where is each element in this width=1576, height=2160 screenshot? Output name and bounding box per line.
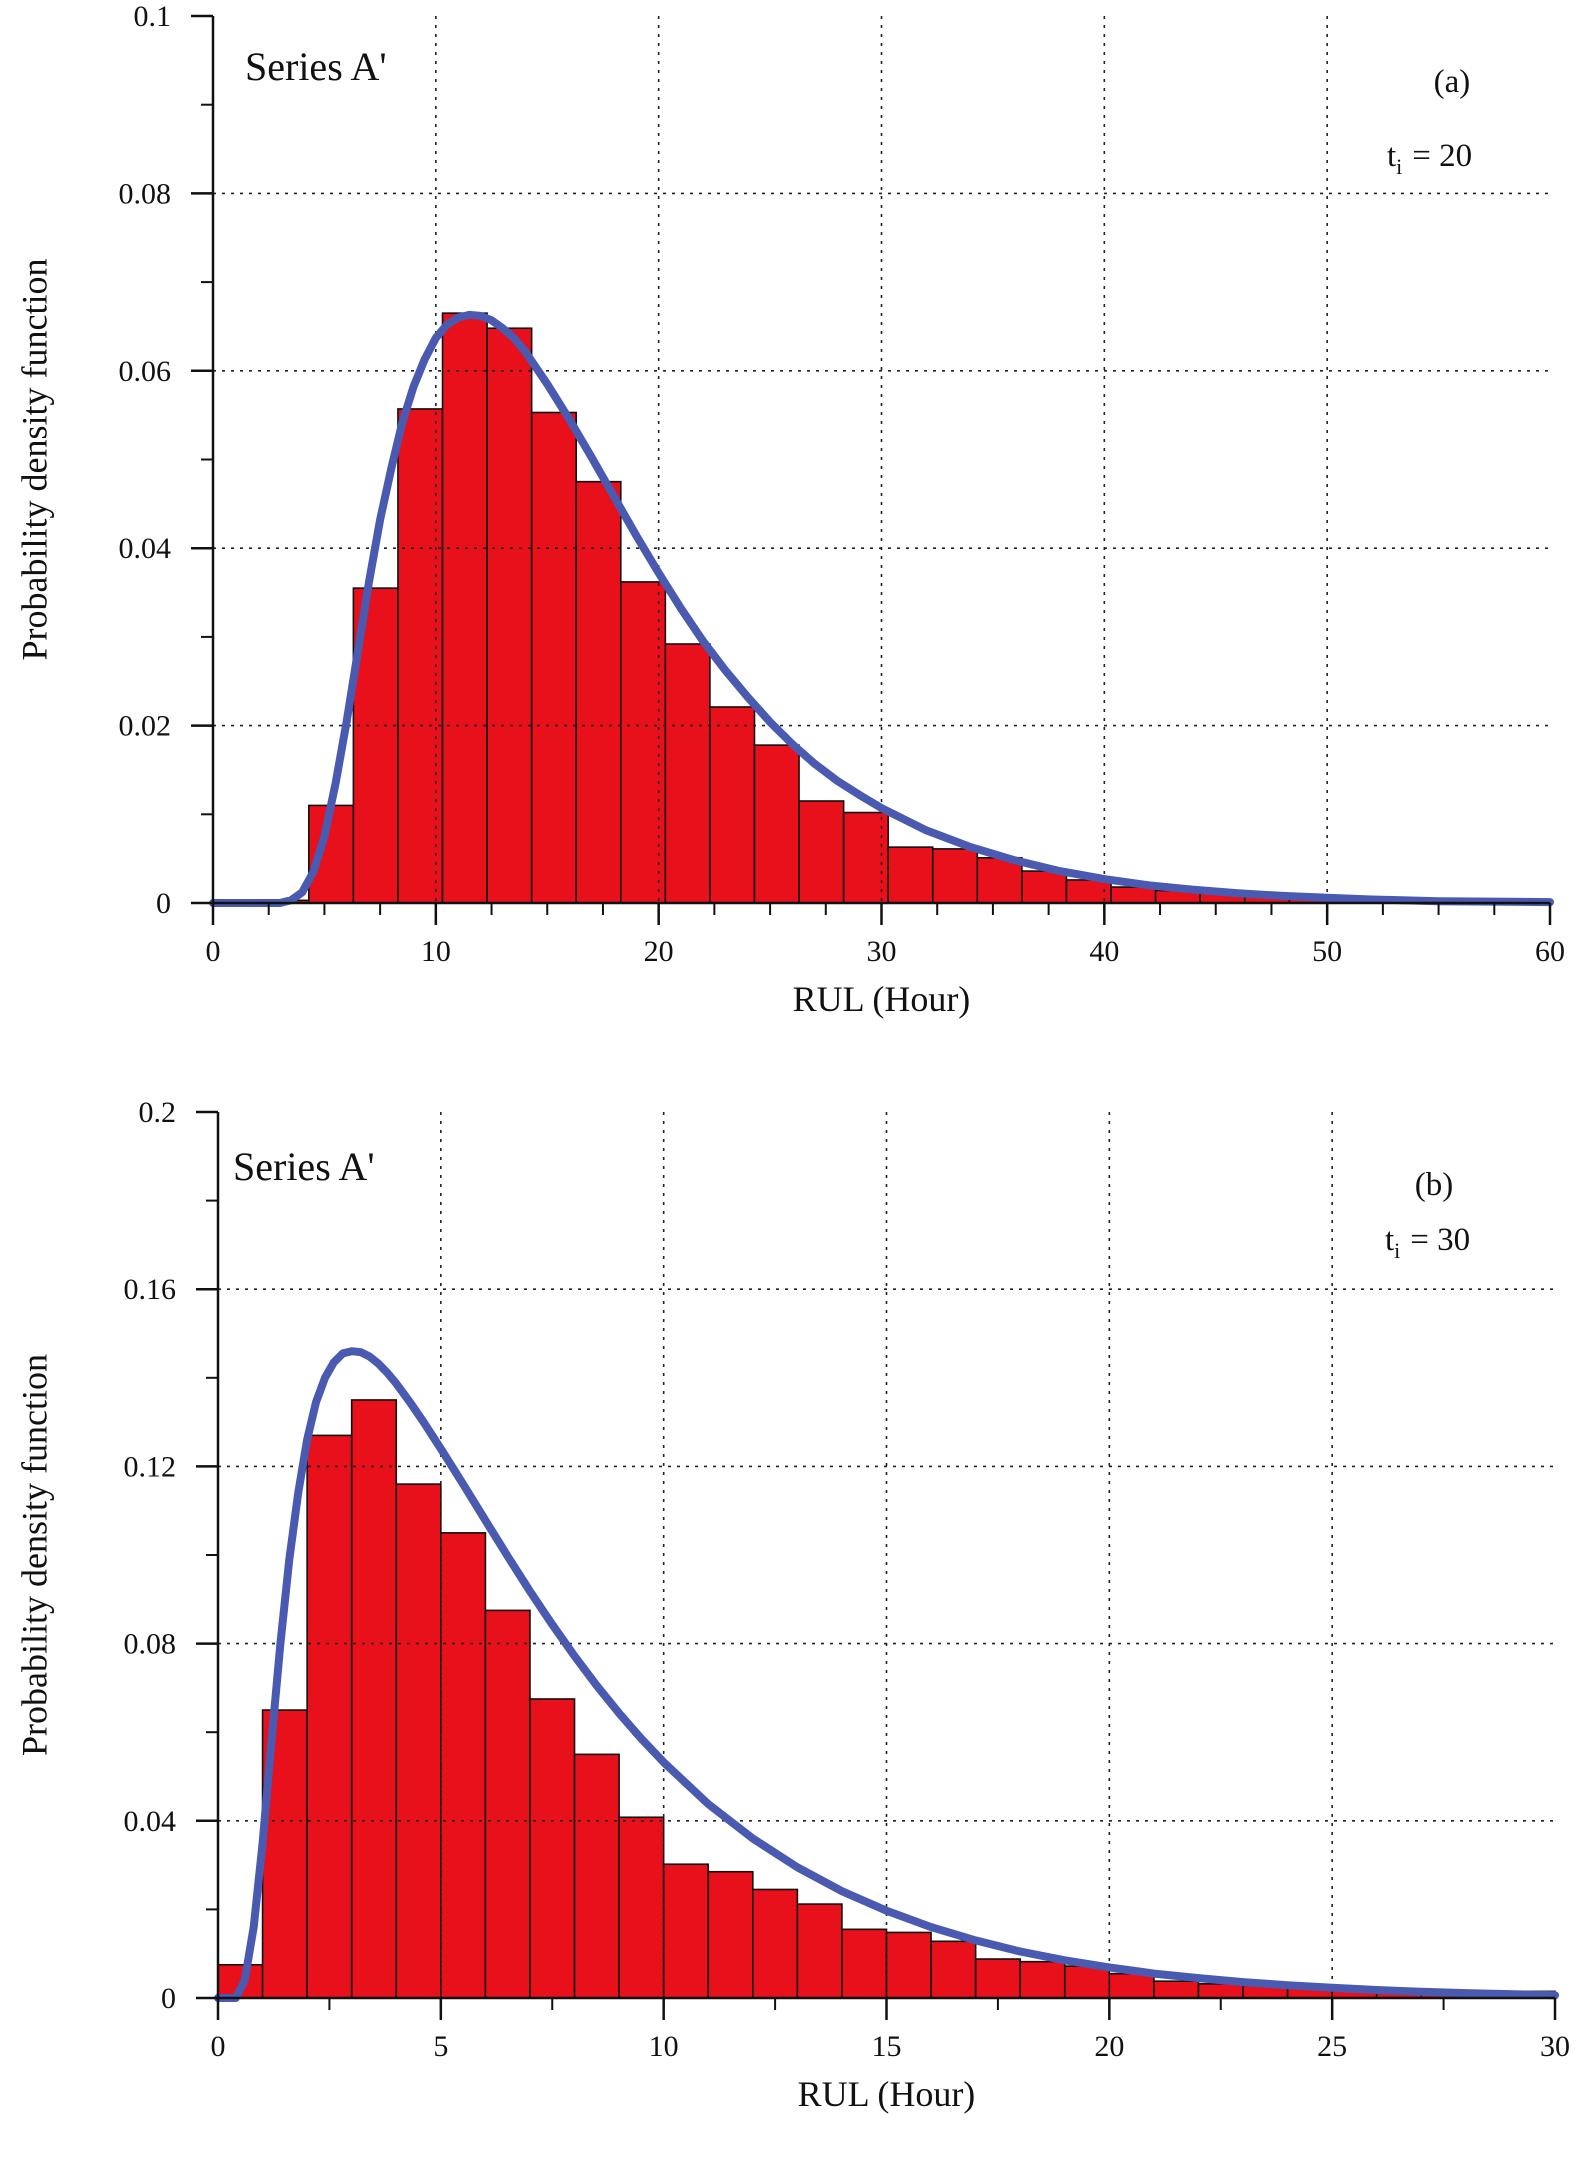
histogram-bar	[974, 1958, 1022, 1999]
t-symbol: t	[1387, 138, 1396, 174]
y-tick-label: 0.08	[124, 1628, 177, 1661]
x-axis-label: RUL (Hour)	[798, 2074, 976, 2114]
histogram-bars	[263, 312, 1424, 904]
x-tick-label: 25	[1317, 2030, 1347, 2063]
histogram-bar	[306, 1434, 353, 1999]
y-tick-label: 0.12	[124, 1450, 177, 1483]
histogram-bars	[217, 1399, 1556, 1999]
t-subscript: i	[1394, 1238, 1400, 1263]
x-tick-label: 10	[649, 2030, 679, 2063]
histogram-bar	[887, 846, 934, 904]
x-tick-label: 20	[1094, 2030, 1124, 2063]
density-curve	[214, 1347, 1559, 2002]
histogram-bar	[575, 480, 622, 904]
histogram-bar	[530, 411, 578, 904]
x-tick-label: 30	[1540, 2030, 1570, 2063]
histogram-bar	[841, 1928, 888, 1999]
histogram-bar	[662, 1863, 710, 1999]
y-tick-label: 0.1	[134, 0, 172, 33]
t-subscript: i	[1396, 154, 1402, 179]
histogram-bar	[798, 800, 845, 904]
histogram-bar	[751, 1888, 799, 1999]
y-tick-label: 0.04	[124, 1805, 177, 1838]
y-tick-label: 0.02	[119, 710, 172, 743]
histogram-bar	[885, 1931, 932, 1999]
x-tick-label: 15	[872, 2030, 902, 2063]
x-tick-label: 40	[1089, 935, 1119, 968]
histogram-bar	[440, 1532, 487, 1999]
histogram-bar	[1063, 1965, 1111, 1999]
histogram-bar	[618, 1816, 665, 1999]
t-value: = 20	[1412, 138, 1472, 174]
series-label: Series A'	[245, 44, 387, 89]
histogram-bar	[1197, 1983, 1244, 1999]
density-curve-layer	[214, 1347, 1559, 2002]
panel-a: 0 10 20 30 40 50 60 0 0.02 0.04 0.06 0.08 0.1 Series…	[14, 0, 1565, 1019]
t-label: ti = 30	[1385, 1222, 1470, 1263]
histogram-bar	[573, 1753, 620, 1999]
histogram-bar	[707, 1870, 754, 1999]
x-tick-label: 5	[433, 2030, 448, 2063]
histogram-bar	[529, 1698, 576, 1999]
histogram-bar	[976, 856, 1023, 904]
histogram-bar	[484, 1609, 531, 1999]
panel-label: (b)	[1415, 1167, 1453, 1203]
y-tick-label: 0.08	[119, 177, 172, 210]
x-tick-label: 0	[211, 2030, 226, 2063]
histogram-bar	[709, 706, 756, 904]
y-axis-label: Probability density function	[14, 259, 54, 661]
x-axis-label: RUL (Hour)	[793, 979, 971, 1019]
x-tick-label: 10	[421, 935, 451, 968]
histogram-bar	[1153, 1980, 1200, 1999]
y-tick-label: 0.2	[139, 1096, 177, 1129]
histogram-bar	[395, 1483, 442, 1999]
x-tick-label: 20	[644, 935, 674, 968]
histogram-bar	[350, 1399, 398, 1999]
x-tick-label: 0	[206, 935, 221, 968]
t-value: = 30	[1410, 1222, 1470, 1258]
t-label: ti = 20	[1387, 138, 1472, 179]
grid-lines	[218, 1112, 1555, 1998]
y-axis-label: Probability density function	[14, 1354, 54, 1756]
histogram-bar	[486, 327, 533, 904]
histogram-bar	[441, 312, 488, 904]
series-label: Series A'	[233, 1144, 375, 1189]
x-tick-label: 30	[867, 935, 897, 968]
histogram-bar	[753, 744, 800, 904]
histogram-bar	[1108, 1972, 1155, 1999]
x-tick-label: 50	[1312, 935, 1342, 968]
y-tick-label: 0	[156, 887, 171, 920]
panel-label: (a)	[1434, 64, 1471, 100]
x-tick-label: 60	[1535, 935, 1565, 968]
histogram-bar	[664, 643, 711, 904]
y-tick-label: 0	[161, 1982, 176, 2015]
histogram-bar	[1021, 870, 1068, 904]
t-symbol: t	[1385, 1222, 1394, 1258]
histogram-bar	[930, 1940, 977, 1999]
histogram-bar	[1110, 886, 1157, 904]
y-tick-label: 0.16	[124, 1273, 177, 1306]
density-curve	[209, 310, 1554, 907]
y-tick-label: 0.04	[119, 532, 172, 565]
axes: 0 5 10 15 20 25 30 0 0.04 0.08 0.12 0.16 0.2	[124, 1096, 1571, 2063]
y-tick-label: 0.06	[119, 355, 172, 388]
histogram-bar	[1019, 1960, 1066, 1999]
density-curve-layer	[209, 310, 1554, 907]
histogram-bar	[796, 1903, 843, 1999]
grid-lines	[213, 16, 1550, 903]
histogram-bar	[931, 848, 979, 904]
panel-b: 0 5 10 15 20 25 30 0 0.04 0.08 0.12 0.16 0.2 Series …	[14, 1096, 1570, 2114]
axes: 0 10 20 30 40 50 60 0 0.02 0.04 0.06 0.08 0.1	[119, 0, 1566, 968]
